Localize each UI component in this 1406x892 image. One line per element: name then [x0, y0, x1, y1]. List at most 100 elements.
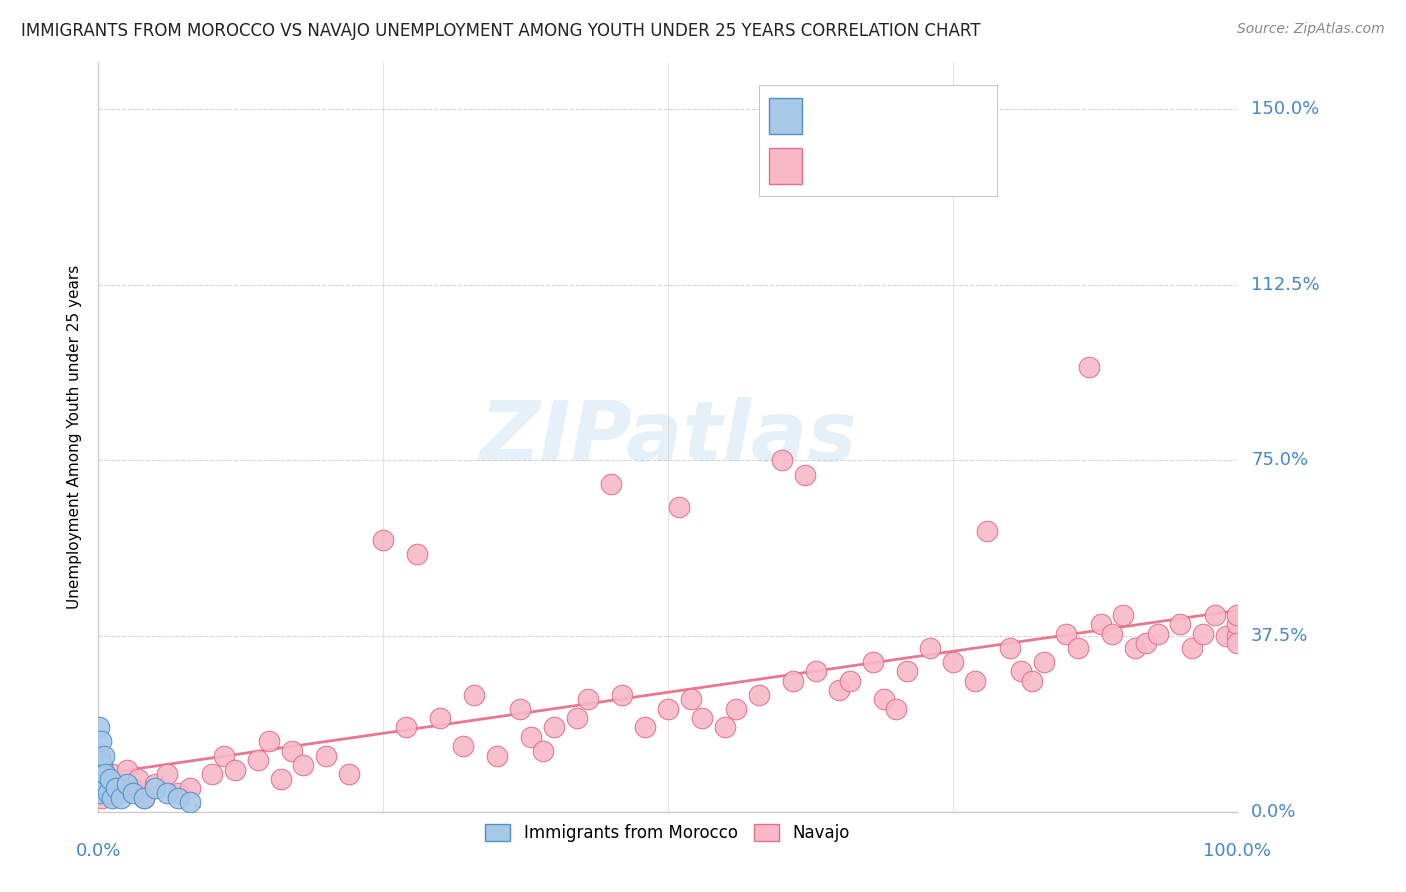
- Text: ZIPatlas: ZIPatlas: [479, 397, 856, 477]
- Legend: Immigrants from Morocco, Navajo: Immigrants from Morocco, Navajo: [479, 817, 856, 848]
- Point: [115, 763, 138, 777]
- Point: [337, 767, 360, 781]
- Point: [918, 640, 941, 655]
- Point: [89, 767, 111, 781]
- Point: [1123, 640, 1146, 655]
- Point: [1032, 655, 1054, 669]
- Point: [96, 772, 118, 786]
- Point: [145, 781, 167, 796]
- Point: [714, 721, 737, 735]
- Point: [98, 786, 121, 800]
- Point: [94, 767, 117, 781]
- Point: [87, 781, 110, 796]
- Point: [748, 688, 770, 702]
- Point: [1181, 640, 1204, 655]
- Point: [315, 748, 337, 763]
- Point: [101, 790, 124, 805]
- Y-axis label: Unemployment Among Youth under 25 years: Unemployment Among Youth under 25 years: [67, 265, 83, 609]
- Point: [1056, 626, 1078, 640]
- Point: [612, 688, 634, 702]
- Point: [110, 786, 132, 800]
- Point: [828, 683, 851, 698]
- Point: [1090, 617, 1112, 632]
- Point: [93, 781, 115, 796]
- Point: [110, 790, 132, 805]
- Point: [690, 711, 713, 725]
- Point: [104, 781, 127, 796]
- Point: [145, 776, 167, 791]
- Point: [1101, 626, 1123, 640]
- Point: [281, 744, 304, 758]
- Point: [976, 524, 998, 538]
- Point: [98, 772, 121, 786]
- Point: [201, 767, 224, 781]
- Point: [1226, 608, 1249, 623]
- Point: [93, 748, 115, 763]
- Point: [259, 734, 281, 748]
- Point: [101, 767, 124, 781]
- Point: [998, 640, 1021, 655]
- Point: [657, 701, 679, 715]
- Point: [1078, 359, 1101, 374]
- Text: 37.5%: 37.5%: [1251, 627, 1309, 645]
- Point: [793, 467, 815, 482]
- Point: [942, 655, 965, 669]
- Point: [804, 664, 827, 679]
- Point: [520, 730, 543, 744]
- Point: [1010, 664, 1032, 679]
- Point: [371, 533, 394, 547]
- Text: IMMIGRANTS FROM MOROCCO VS NAVAJO UNEMPLOYMENT AMONG YOUTH UNDER 25 YEARS CORREL: IMMIGRANTS FROM MOROCCO VS NAVAJO UNEMPL…: [21, 22, 980, 40]
- Point: [270, 772, 292, 786]
- Point: [1067, 640, 1090, 655]
- Point: [782, 673, 804, 688]
- Point: [90, 734, 112, 748]
- Point: [395, 721, 418, 735]
- Point: [89, 786, 111, 800]
- Point: [509, 701, 531, 715]
- Text: 0.0%: 0.0%: [76, 842, 121, 860]
- Point: [1215, 629, 1237, 643]
- Point: [156, 786, 179, 800]
- Text: Source: ZipAtlas.com: Source: ZipAtlas.com: [1237, 22, 1385, 37]
- Point: [1226, 629, 1249, 643]
- Point: [463, 688, 485, 702]
- Point: [1204, 608, 1226, 623]
- Point: [634, 721, 657, 735]
- Point: [862, 655, 884, 669]
- Point: [1021, 673, 1043, 688]
- Point: [292, 758, 315, 772]
- Text: 112.5%: 112.5%: [1251, 276, 1320, 293]
- Point: [451, 739, 474, 753]
- Point: [1192, 626, 1215, 640]
- Point: [1170, 617, 1192, 632]
- Point: [1226, 636, 1249, 650]
- Text: 0.0%: 0.0%: [1251, 803, 1296, 821]
- Point: [132, 790, 155, 805]
- Point: [1112, 608, 1135, 623]
- Point: [91, 776, 114, 791]
- Point: [127, 772, 149, 786]
- Point: [896, 664, 918, 679]
- Point: [600, 476, 623, 491]
- Point: [212, 748, 235, 763]
- Point: [224, 763, 246, 777]
- Point: [679, 692, 702, 706]
- Point: [565, 711, 588, 725]
- Text: 75.0%: 75.0%: [1251, 451, 1309, 469]
- Point: [89, 748, 111, 763]
- Point: [1146, 626, 1168, 640]
- Point: [406, 547, 429, 561]
- Point: [90, 790, 112, 805]
- Point: [668, 500, 690, 515]
- Point: [132, 790, 155, 805]
- Point: [179, 796, 201, 810]
- Point: [429, 711, 451, 725]
- Point: [167, 790, 190, 805]
- Point: [725, 701, 748, 715]
- Point: [486, 748, 509, 763]
- Text: 150.0%: 150.0%: [1251, 100, 1319, 119]
- Point: [531, 744, 554, 758]
- Point: [1226, 617, 1249, 632]
- Point: [104, 776, 127, 791]
- Point: [96, 786, 118, 800]
